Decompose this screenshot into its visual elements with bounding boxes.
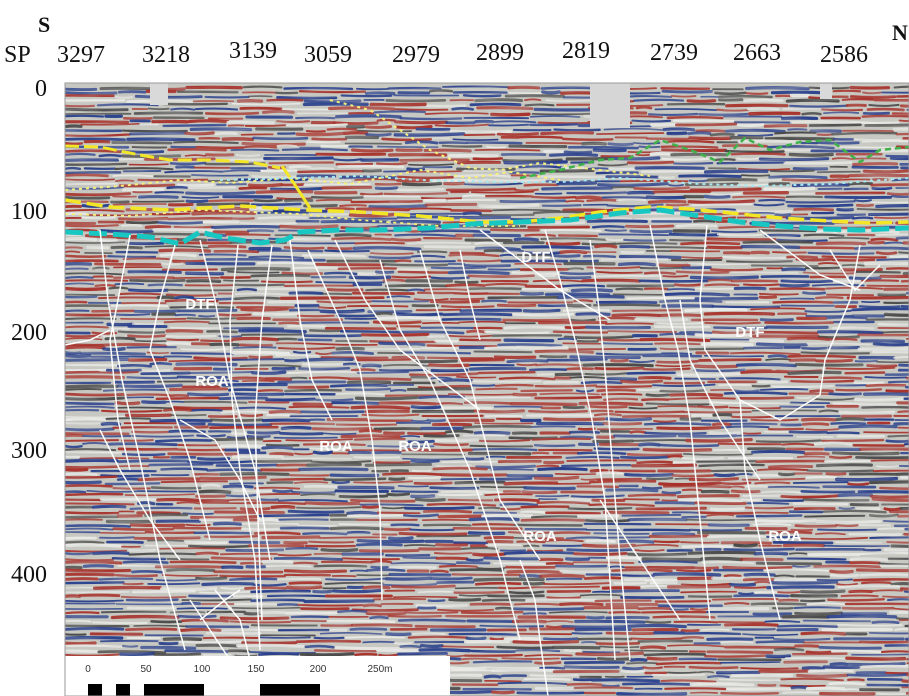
fault-interpretation — [65, 224, 881, 696]
horizon-yellow-dotted-3 — [65, 209, 520, 227]
fault-line — [307, 249, 383, 601]
depth-label: 300 — [11, 438, 47, 464]
fault-line — [109, 234, 131, 471]
unit-label-roa: ROA — [319, 438, 353, 455]
fault-line — [214, 589, 251, 661]
scale-tick-label: 100 — [194, 664, 211, 675]
fault-line — [179, 419, 261, 521]
depth-label: 100 — [11, 199, 47, 225]
fault-line — [199, 589, 241, 621]
unit-label-roa: ROA — [768, 528, 802, 545]
shotpoint-label: 2586 — [820, 42, 868, 68]
shotpoint-label: 2899 — [476, 40, 524, 66]
direction-label-south: S — [38, 12, 50, 37]
scale-tick-label: 50 — [140, 664, 152, 675]
unit-label-dtf: DTF — [735, 324, 764, 341]
section-frame — [64, 82, 909, 696]
fault-line — [699, 224, 821, 421]
horizon-yellow-upper — [65, 144, 281, 170]
fault-line — [829, 249, 881, 292]
fault-line — [599, 499, 681, 621]
fault-line — [379, 259, 521, 641]
fault-line — [459, 249, 481, 341]
fault-line — [199, 239, 271, 561]
fault-line — [149, 244, 211, 541]
fault-line — [739, 399, 781, 621]
fault-line — [519, 559, 549, 696]
shotpoint-label: 3218 — [142, 42, 190, 68]
shotpoint-axis-prefix: SP — [4, 42, 31, 68]
scale-tick-label: 150 — [248, 664, 265, 675]
fault-line — [254, 244, 273, 621]
shotpoint-label: 2819 — [562, 38, 610, 64]
horizon-yellow-dotted — [65, 168, 561, 191]
shotpoint-label: 3297 — [57, 42, 105, 68]
horizon-cyan-dotted — [219, 174, 909, 188]
scale-tick-label: 200 — [310, 664, 327, 675]
scale-tick-label: 0 — [85, 664, 91, 675]
fault-line — [649, 224, 711, 621]
fault-line — [99, 229, 186, 651]
fault-line — [419, 249, 541, 561]
scale-bar: 0 50 100 150 200 250m — [65, 656, 450, 696]
unit-label-roa: ROA — [398, 438, 432, 455]
shotpoint-label: 2739 — [650, 40, 698, 66]
horizon-cyan-base — [65, 207, 909, 247]
fault-line — [544, 229, 616, 661]
direction-label-north: N — [892, 20, 908, 45]
seismic-section: DTF DTF DTF ROA ROA ROA ROA ROA 0 50 100… — [65, 83, 909, 696]
unit-label-roa: ROA — [195, 373, 229, 390]
shotpoint-label: 2979 — [392, 42, 440, 68]
depth-label: 400 — [11, 562, 47, 588]
fault-line — [819, 244, 861, 396]
unit-label-dtf: DTF — [185, 296, 214, 313]
fault-line — [589, 239, 631, 661]
fault-line — [759, 229, 861, 291]
horizon-yellow-steep — [280, 165, 312, 209]
scale-tick-label: 250m — [367, 664, 392, 675]
horizon-yellow-dotted-2 — [329, 99, 651, 177]
shotpoint-label: 3139 — [229, 38, 277, 64]
fault-line — [334, 239, 481, 411]
unit-labels: DTF DTF DTF ROA ROA ROA ROA ROA — [185, 249, 801, 545]
data-gap — [590, 83, 630, 128]
data-gap — [820, 83, 832, 99]
shotpoint-label: 2663 — [733, 40, 781, 66]
fault-line — [229, 244, 261, 651]
data-gap — [150, 83, 168, 105]
unit-label-roa: ROA — [523, 528, 557, 545]
fault-line — [679, 299, 761, 481]
fault-line — [65, 329, 111, 346]
fault-line — [479, 229, 611, 321]
horizon-green — [519, 136, 909, 180]
horizon-lines — [65, 99, 909, 247]
depth-label: 200 — [11, 320, 47, 346]
depth-label: 0 — [35, 76, 47, 102]
unit-label-dtf: DTF — [521, 249, 550, 266]
fault-line — [99, 429, 181, 561]
fault-line — [189, 599, 231, 661]
shotpoint-label: 3059 — [304, 42, 352, 68]
fault-line — [289, 239, 333, 421]
